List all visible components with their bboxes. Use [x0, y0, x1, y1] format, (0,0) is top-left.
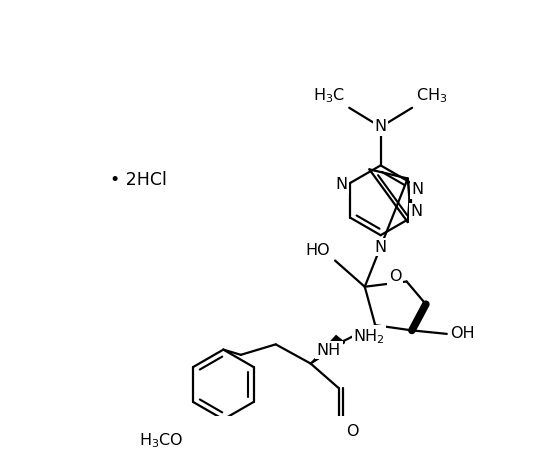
- Text: NH$_2$: NH$_2$: [353, 327, 384, 346]
- Text: N: N: [375, 240, 387, 255]
- Text: N: N: [375, 120, 387, 135]
- Text: N: N: [411, 182, 424, 197]
- Text: CH$_3$: CH$_3$: [416, 86, 447, 105]
- Text: O: O: [346, 424, 359, 439]
- Polygon shape: [311, 336, 345, 364]
- Text: NH: NH: [317, 343, 341, 358]
- Text: HO: HO: [306, 243, 331, 258]
- Text: H$_3$CO: H$_3$CO: [139, 431, 184, 450]
- Text: N: N: [336, 177, 348, 192]
- Text: OH: OH: [450, 326, 475, 342]
- Text: O: O: [389, 269, 401, 284]
- Text: • 2HCl: • 2HCl: [109, 171, 167, 189]
- Text: H$_3$C: H$_3$C: [314, 86, 345, 105]
- Text: N: N: [410, 204, 422, 220]
